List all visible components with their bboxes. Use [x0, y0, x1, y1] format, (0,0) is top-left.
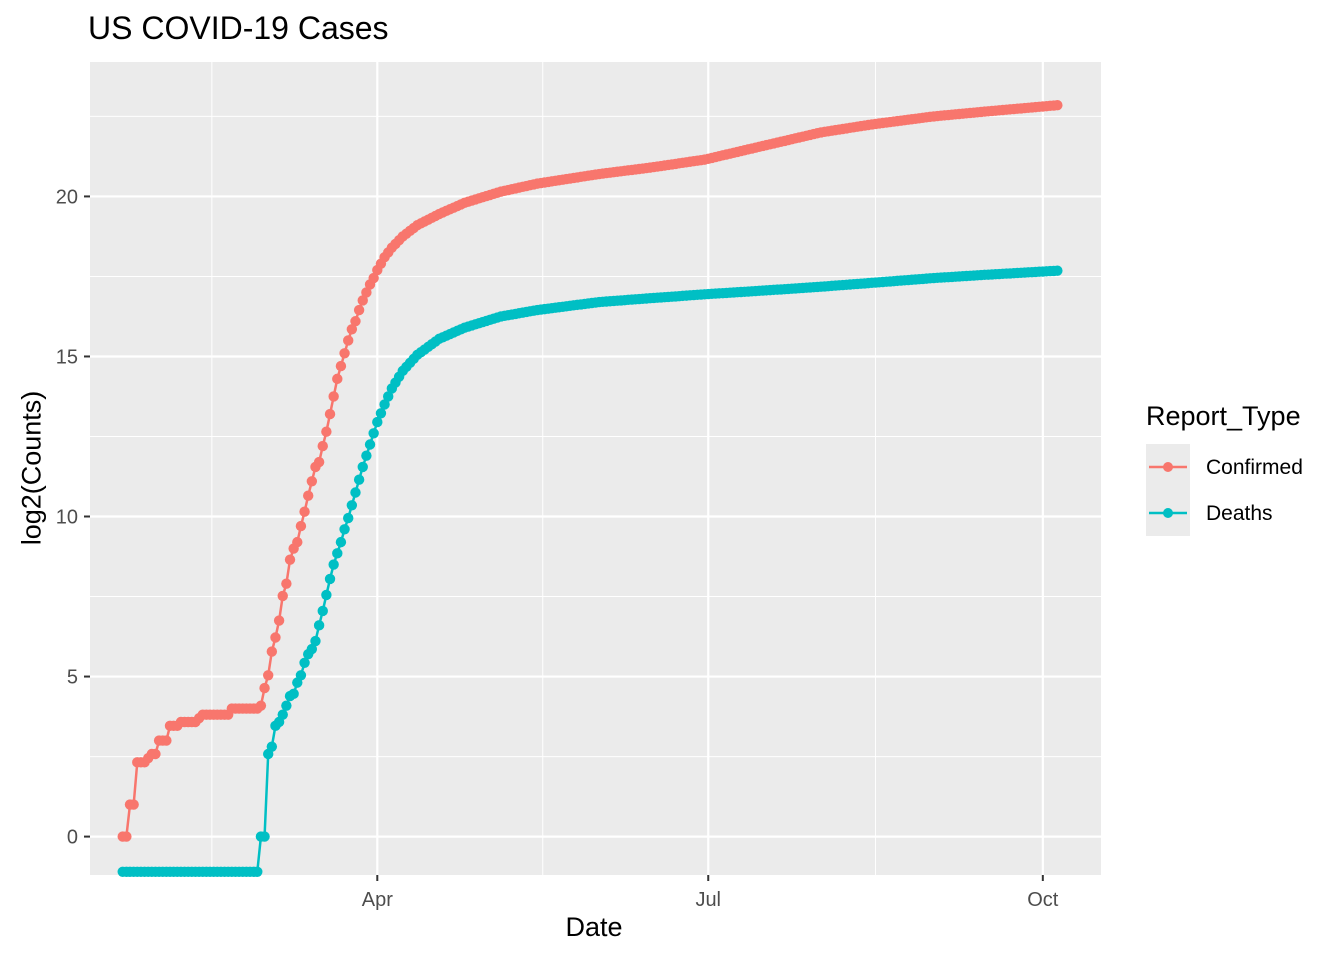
data-point-confirmed [121, 831, 132, 842]
data-point-confirmed [317, 440, 328, 452]
legend-label-confirmed: Confirmed [1206, 456, 1303, 479]
legend-key-deaths [1146, 490, 1190, 536]
data-point-deaths [306, 643, 318, 655]
y-tick-label: 20 [56, 186, 78, 208]
data-point-deaths [343, 512, 354, 524]
data-point-deaths [266, 741, 278, 752]
legend-key-confirmed [1146, 444, 1190, 490]
data-point-deaths [353, 474, 365, 485]
data-point-confirmed [266, 646, 278, 657]
data-point-deaths [375, 408, 387, 419]
data-point-deaths [324, 573, 336, 585]
data-point-confirmed [277, 590, 288, 602]
data-point-deaths [346, 500, 358, 511]
plot-panel [90, 62, 1101, 875]
legend-dot-confirmed [1163, 462, 1173, 472]
data-point-confirmed [295, 520, 307, 532]
data-point-deaths [288, 688, 299, 700]
data-point-confirmed [273, 615, 285, 626]
data-point-confirmed [128, 799, 139, 810]
data-point-confirmed [335, 360, 347, 372]
y-tick-label: 0 [67, 827, 78, 849]
data-point-deaths [368, 428, 379, 439]
data-point-confirmed [270, 632, 281, 643]
data-point-deaths [281, 700, 292, 711]
data-point-confirmed [357, 295, 368, 306]
data-point-confirmed [368, 272, 379, 284]
data-point-deaths [364, 439, 376, 450]
data-point-deaths [252, 866, 263, 877]
x-tick-label: Apr [362, 889, 393, 911]
data-point-deaths [332, 548, 343, 559]
data-point-confirmed [313, 456, 325, 468]
data-point-confirmed [343, 335, 354, 346]
data-point-confirmed [306, 476, 318, 487]
data-point-confirmed [1052, 100, 1063, 111]
data-point-confirmed [346, 324, 358, 335]
data-point-confirmed [292, 536, 303, 548]
data-point-confirmed [150, 748, 161, 760]
data-point-deaths [277, 709, 288, 720]
data-point-deaths [299, 657, 310, 668]
data-point-deaths [295, 670, 307, 681]
data-point-confirmed [350, 316, 361, 327]
chart-title: US COVID-19 Cases [88, 10, 389, 46]
data-point-confirmed [321, 426, 332, 437]
data-point-confirmed [255, 700, 267, 711]
data-point-deaths [328, 559, 339, 570]
legend-title: Report_Type [1146, 401, 1301, 431]
data-point-deaths [335, 536, 347, 548]
x-axis-label: Date [565, 912, 623, 942]
y-tick-label: 10 [56, 507, 78, 529]
x-tick-label: Oct [1027, 889, 1059, 911]
legend-dot-deaths [1163, 508, 1173, 518]
data-point-deaths [313, 620, 325, 631]
data-point-confirmed [259, 682, 270, 694]
data-point-deaths [379, 399, 390, 410]
data-point-deaths [383, 391, 394, 402]
y-tick-label: 15 [56, 346, 78, 368]
data-point-deaths [350, 487, 361, 498]
y-tick-label: 5 [67, 667, 78, 689]
data-point-confirmed [161, 735, 172, 746]
data-point-confirmed [353, 304, 365, 316]
y-axis-label: log2(Counts) [16, 390, 47, 546]
data-point-confirmed [263, 670, 274, 681]
legend-label-deaths: Deaths [1206, 502, 1273, 525]
data-point-deaths [372, 416, 383, 428]
data-point-deaths [321, 589, 332, 601]
data-point-deaths [361, 450, 372, 461]
data-point-confirmed [284, 554, 296, 565]
data-point-deaths [339, 524, 350, 535]
data-point-confirmed [339, 348, 350, 359]
data-point-deaths [259, 831, 270, 842]
data-point-confirmed [332, 373, 343, 385]
data-point-confirmed [299, 506, 310, 517]
data-point-confirmed [361, 287, 372, 298]
x-tick-label: Jul [695, 889, 721, 911]
data-point-confirmed [303, 490, 314, 501]
data-point-deaths [1052, 265, 1063, 276]
data-point-deaths [310, 635, 321, 647]
data-point-deaths [317, 605, 328, 617]
data-point-confirmed [324, 408, 336, 420]
data-point-confirmed [328, 391, 339, 402]
data-point-confirmed [281, 578, 292, 589]
data-point-deaths [357, 461, 368, 473]
